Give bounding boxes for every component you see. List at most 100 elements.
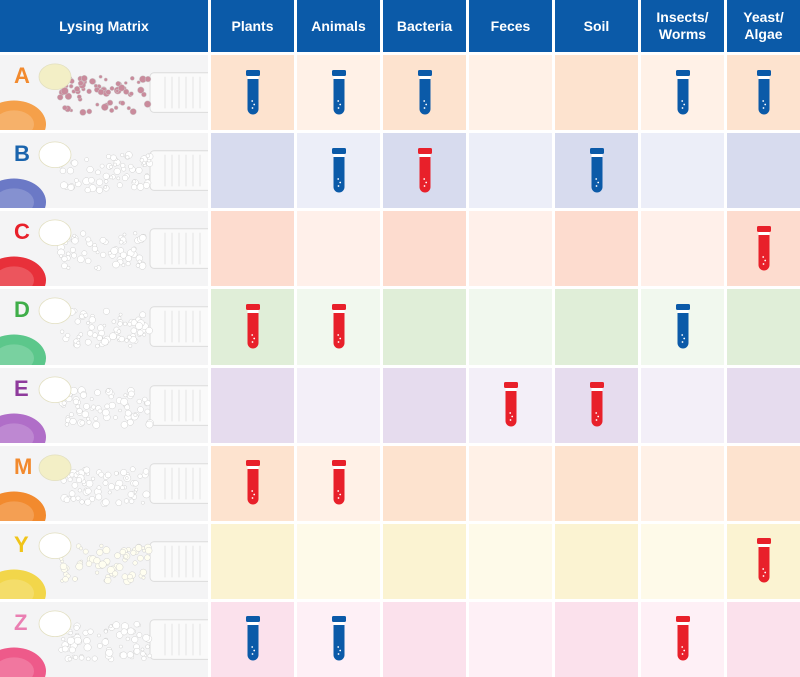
table-cell	[469, 523, 552, 599]
table-cell	[383, 289, 466, 365]
table-cell	[727, 211, 800, 287]
header-soil: Soil	[555, 0, 638, 52]
matrix-letter: D	[14, 297, 30, 323]
sample-photo	[0, 454, 208, 521]
blue-tube-icon	[756, 69, 771, 115]
blue-tube-icon	[331, 69, 346, 115]
red-tube-icon	[331, 303, 346, 349]
sample-photo	[0, 219, 208, 287]
table-cell	[469, 55, 552, 131]
matrix-row-header: E	[0, 367, 208, 443]
matrix-letter: B	[14, 141, 30, 167]
table-cell	[297, 133, 380, 209]
matrix-row-header: Y	[0, 523, 208, 599]
table-cell	[211, 523, 294, 599]
table-cell	[383, 55, 466, 131]
sample-photo	[0, 610, 208, 677]
matrix-letter: Z	[14, 609, 28, 635]
header-animals: Animals	[297, 0, 380, 52]
table-cell	[727, 367, 800, 443]
table-cell	[469, 289, 552, 365]
header-plants: Plants	[211, 0, 294, 52]
table-cell	[727, 289, 800, 365]
table-cell	[641, 133, 724, 209]
table-cell	[211, 445, 294, 521]
red-tube-icon	[503, 382, 518, 427]
sample-photo	[0, 297, 208, 365]
red-tube-icon	[589, 382, 604, 427]
table-cell	[641, 367, 724, 443]
table-cell	[555, 211, 638, 287]
table-cell	[297, 289, 380, 365]
header-insects-worms: Insects/ Worms	[641, 0, 724, 52]
red-tube-icon	[417, 147, 432, 193]
table-cell	[469, 133, 552, 209]
matrix-letter: M	[14, 453, 33, 479]
header-feces: Feces	[469, 0, 552, 52]
blue-tube-icon	[589, 147, 604, 193]
matrix-row-header: Z	[0, 601, 208, 677]
sample-photo	[0, 532, 208, 599]
header-bacteria: Bacteria	[383, 0, 466, 52]
matrix-letter: A	[14, 63, 30, 88]
blue-tube-icon	[245, 616, 260, 661]
table-cell	[383, 367, 466, 443]
table-cell	[469, 211, 552, 287]
table-cell	[297, 445, 380, 521]
table-cell	[641, 289, 724, 365]
table-cell	[211, 367, 294, 443]
table-cell	[297, 211, 380, 287]
matrix-row-header: B	[0, 133, 208, 209]
red-tube-icon	[245, 460, 260, 505]
matrix-row-header: M	[0, 445, 208, 521]
table-cell	[211, 55, 294, 131]
red-tube-icon	[675, 616, 690, 661]
table-cell	[555, 133, 638, 209]
table-cell	[555, 523, 638, 599]
matrix-row-header: D	[0, 289, 208, 365]
table-cell	[383, 445, 466, 521]
table-cell	[555, 601, 638, 677]
table-cell	[727, 445, 800, 521]
red-tube-icon	[331, 460, 346, 505]
table-cell	[641, 55, 724, 131]
table-cell	[297, 367, 380, 443]
table-cell	[641, 523, 724, 599]
table-cell	[211, 601, 294, 677]
table-cell	[727, 523, 800, 599]
matrix-row-header: A	[0, 55, 208, 131]
table-cell	[727, 133, 800, 209]
table-cell	[555, 289, 638, 365]
table-cell	[297, 601, 380, 677]
sample-photo	[0, 63, 208, 131]
blue-tube-icon	[675, 69, 690, 115]
table-cell	[211, 289, 294, 365]
blue-tube-icon	[245, 69, 260, 115]
table-cell	[383, 211, 466, 287]
table-cell	[641, 601, 724, 677]
matrix-row-header: C	[0, 211, 208, 287]
header-yeast-algae: Yeast/ Algae	[727, 0, 800, 52]
table-cell	[555, 55, 638, 131]
table-cell	[469, 367, 552, 443]
blue-tube-icon	[417, 69, 432, 115]
header-lysing-matrix: Lysing Matrix	[0, 0, 208, 52]
red-tube-icon	[756, 538, 771, 583]
matrix-letter: Y	[14, 531, 29, 557]
table-cell	[383, 523, 466, 599]
matrix-letter: E	[14, 375, 29, 401]
table-cell	[211, 133, 294, 209]
blue-tube-icon	[675, 303, 690, 349]
table-cell	[555, 367, 638, 443]
table-cell	[555, 445, 638, 521]
sample-photo	[0, 376, 208, 443]
table-cell	[641, 211, 724, 287]
table-cell	[641, 445, 724, 521]
red-tube-icon	[756, 225, 771, 271]
table-cell	[469, 601, 552, 677]
blue-tube-icon	[331, 147, 346, 193]
blue-tube-icon	[331, 616, 346, 661]
table-cell	[727, 55, 800, 131]
sample-photo	[0, 141, 208, 209]
